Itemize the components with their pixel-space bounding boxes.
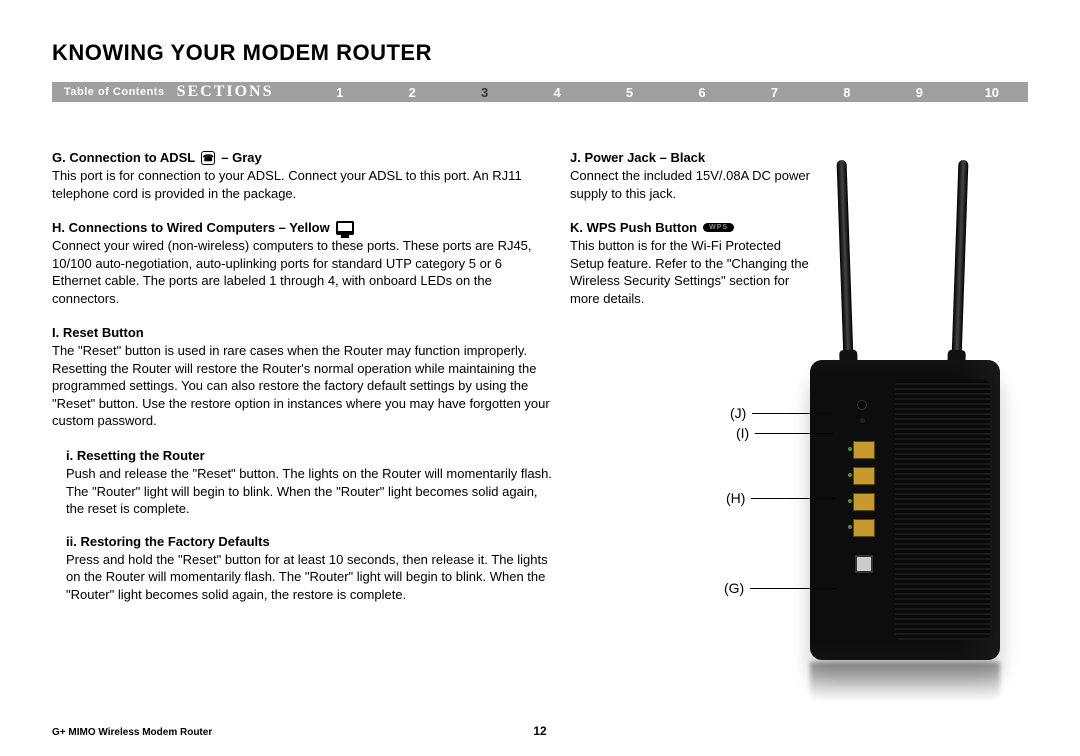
page-title: KNOWING YOUR MODEM ROUTER xyxy=(52,40,432,66)
callout-j-label: (J) xyxy=(730,405,746,421)
section-i2-heading: ii. Restoring the Factory Defaults xyxy=(66,534,552,549)
callout-h: (H) xyxy=(726,490,835,506)
nav-sections-label: SECTIONS xyxy=(177,83,274,101)
ethernet-port-3 xyxy=(853,493,875,511)
wps-badge-icon: WPS xyxy=(703,223,734,232)
section-i1-heading: i. Resetting the Router xyxy=(66,448,552,463)
callout-i-line xyxy=(755,433,833,434)
router-vents xyxy=(895,380,990,640)
nav-section-5[interactable]: 5 xyxy=(593,85,665,100)
antenna-right xyxy=(952,160,969,360)
section-g-suffix: – Gray xyxy=(221,150,261,165)
nav-section-7[interactable]: 7 xyxy=(738,85,810,100)
nav-section-9[interactable]: 9 xyxy=(883,85,955,100)
nav-section-3[interactable]: 3 xyxy=(448,85,520,100)
callout-j: (J) xyxy=(730,405,832,421)
callout-i: (I) xyxy=(736,425,833,441)
section-h-label: H. Connections to Wired Computers – Yell… xyxy=(52,220,330,235)
section-k-label: K. WPS Push Button xyxy=(570,220,697,235)
callout-g: (G) xyxy=(724,580,836,596)
ethernet-port-2 xyxy=(853,467,875,485)
phone-jack-icon: ☎ xyxy=(201,151,215,165)
nav-section-6[interactable]: 6 xyxy=(666,85,738,100)
footer-page-number: 12 xyxy=(533,724,546,738)
callout-i-label: (I) xyxy=(736,425,749,441)
nav-bar: Table of Contents SECTIONS 1 2 3 4 5 6 7… xyxy=(52,82,1028,102)
section-i-heading: I. Reset Button xyxy=(52,325,552,340)
reset-button-icon xyxy=(860,418,865,423)
power-jack-icon xyxy=(857,400,867,410)
section-i-body: The "Reset" button is used in rare cases… xyxy=(52,342,552,430)
section-g-heading: G. Connection to ADSL ☎ – Gray xyxy=(52,150,552,165)
footer-product-name: G+ MIMO Wireless Modem Router xyxy=(52,727,212,738)
section-i-label: I. Reset Button xyxy=(52,325,144,340)
router-port-panel xyxy=(845,400,885,630)
monitor-icon xyxy=(336,221,354,235)
nav-section-2[interactable]: 2 xyxy=(376,85,448,100)
section-g-label: G. Connection to ADSL xyxy=(52,150,195,165)
left-column: G. Connection to ADSL ☎ – Gray This port… xyxy=(52,150,552,619)
section-g-body: This port is for connection to your ADSL… xyxy=(52,167,552,202)
antenna-left xyxy=(837,160,854,360)
callout-g-label: (G) xyxy=(724,580,744,596)
section-h-heading: H. Connections to Wired Computers – Yell… xyxy=(52,220,552,235)
nav-toc-link[interactable]: Table of Contents xyxy=(52,86,177,98)
section-i1-body: Push and release the "Reset" button. The… xyxy=(66,465,552,518)
ethernet-port-1 xyxy=(853,441,875,459)
adsl-port-icon xyxy=(855,555,873,573)
nav-section-10[interactable]: 10 xyxy=(956,85,1028,100)
router-reflection xyxy=(810,662,1000,702)
router-diagram: (J) (I) (H) (G) xyxy=(760,150,1040,710)
router-body xyxy=(810,360,1000,660)
callout-h-line xyxy=(751,498,835,499)
ethernet-port-4 xyxy=(853,519,875,537)
callout-j-line xyxy=(752,413,832,414)
callout-h-label: (H) xyxy=(726,490,745,506)
nav-section-4[interactable]: 4 xyxy=(521,85,593,100)
section-h-body: Connect your wired (non-wireless) comput… xyxy=(52,237,552,307)
callout-g-line xyxy=(750,588,836,589)
nav-section-1[interactable]: 1 xyxy=(304,85,376,100)
nav-section-8[interactable]: 8 xyxy=(811,85,883,100)
section-i2-body: Press and hold the "Reset" button for at… xyxy=(66,551,552,604)
section-j-label: J. Power Jack – Black xyxy=(570,150,705,165)
